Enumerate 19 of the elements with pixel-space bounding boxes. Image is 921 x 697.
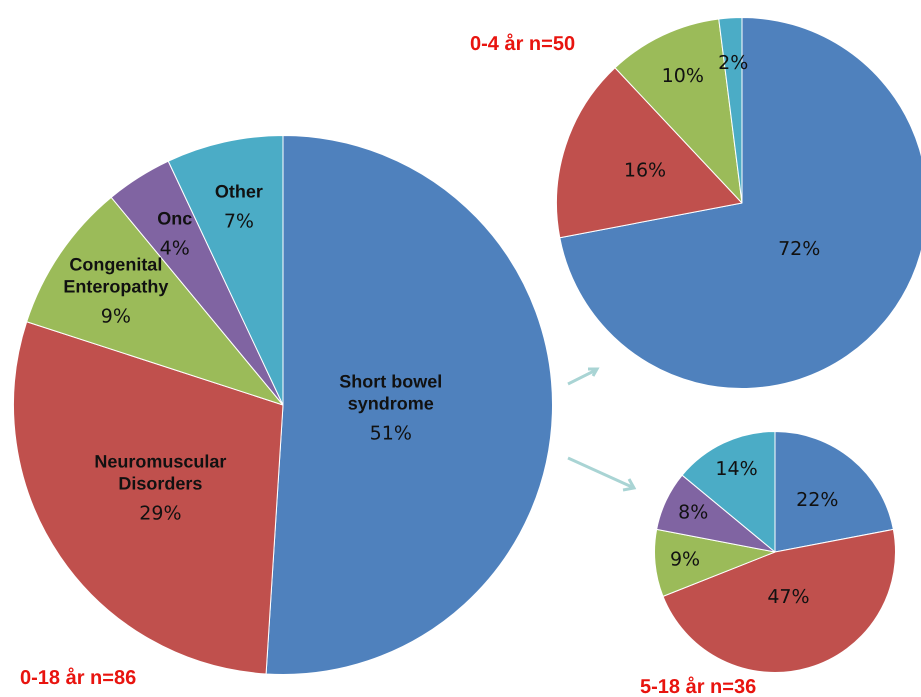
slice-label: Short bowel syndrome — [339, 371, 442, 414]
data-label: 8% — [678, 501, 708, 524]
data-label: 9% — [100, 305, 131, 328]
data-label: 16% — [624, 159, 666, 182]
data-label: 47% — [767, 586, 810, 608]
text: 0-18 år n=86 — [20, 667, 136, 690]
data-label: 9% — [670, 548, 700, 570]
slice-label: Neuromuscular Disorders — [94, 451, 226, 494]
data-label: 10% — [662, 65, 704, 88]
data-label: 29% — [139, 502, 182, 524]
slice-label: Onc — [157, 208, 192, 228]
text: 0-4 år n=50 — [470, 33, 576, 56]
data-label: 22% — [796, 488, 838, 511]
data-label: 14% — [715, 458, 758, 480]
slice-label: Other — [214, 182, 263, 202]
data-label: 72% — [778, 238, 820, 260]
data-label: 51% — [370, 422, 412, 444]
text: 5-18 år n=36 — [640, 676, 756, 697]
data-label: 7% — [224, 210, 254, 233]
